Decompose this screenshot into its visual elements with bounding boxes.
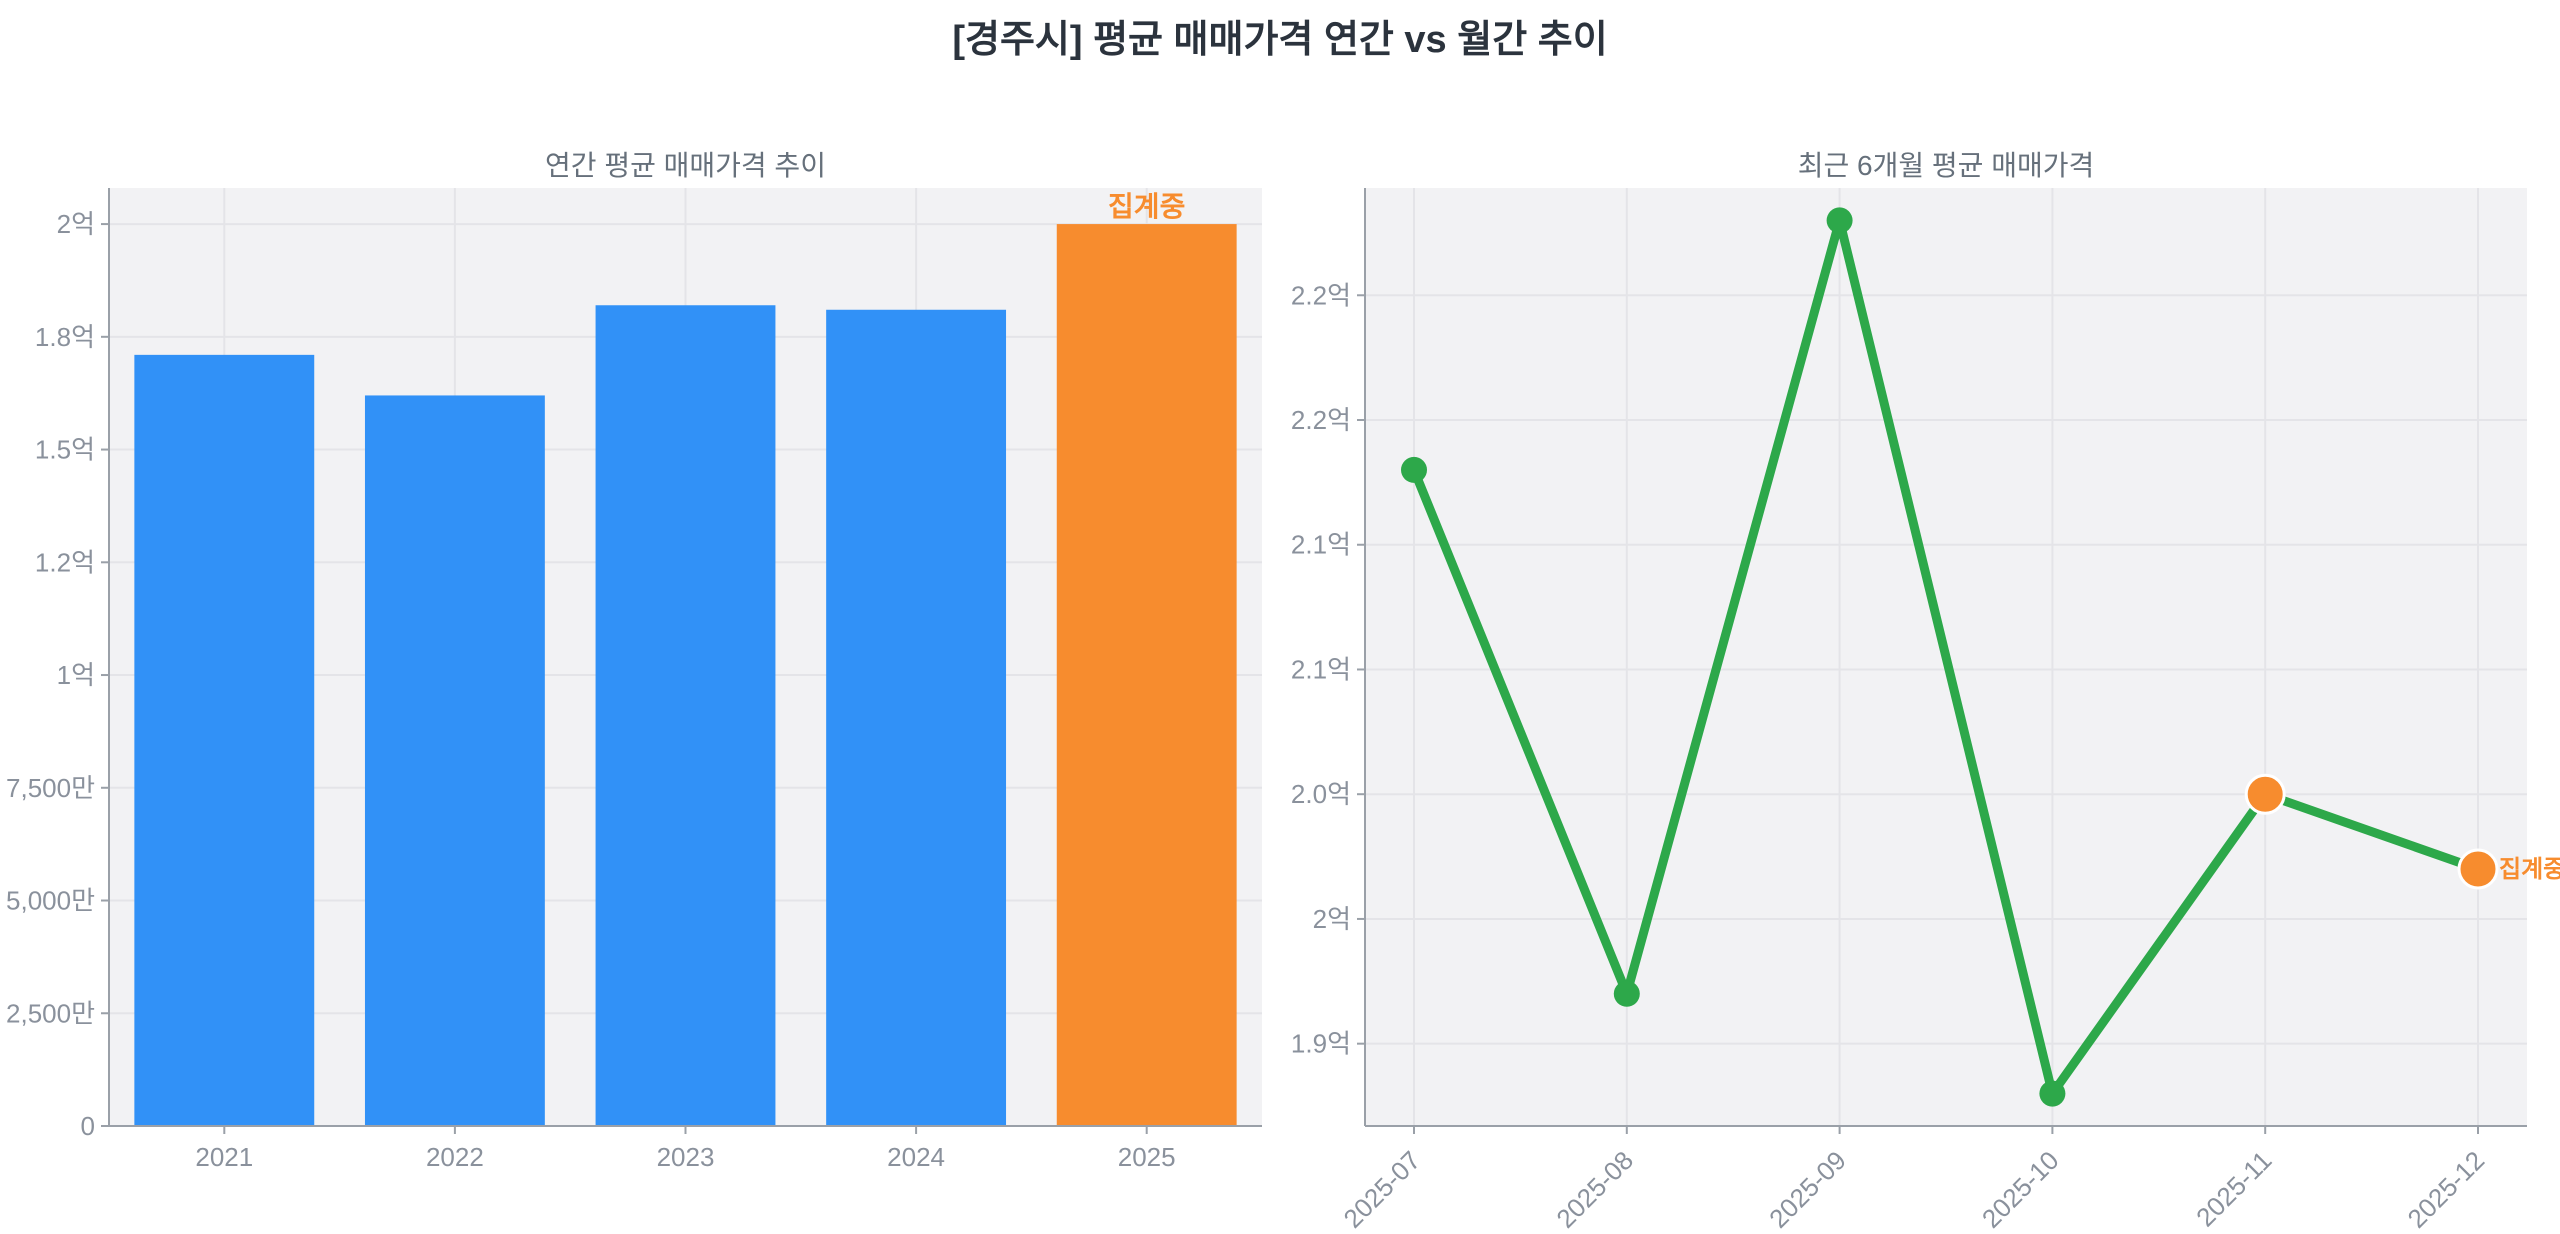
bar-2022[interactable] xyxy=(364,395,545,1126)
bar-2023[interactable] xyxy=(595,305,776,1126)
marker-2025-09[interactable] xyxy=(1826,207,1853,234)
monthly-chart: 1.9억 2억 2.0억 2.1억 2.1억 2.2억 2.2억 2025-07 2025-08… xyxy=(1291,188,2560,1234)
x-tick-label: 2023 xyxy=(657,1142,715,1172)
y-tick-label: 5,000만 xyxy=(6,886,95,916)
annual-chart: 0 2,500만 5,000만 7,500만 1억 1.2억 1.5억 1.8억 2억 2021 2… xyxy=(6,188,1262,1172)
y-tick-label: 2억 xyxy=(1313,904,1351,934)
x-tick-label: 2022 xyxy=(426,1142,484,1172)
x-tick-label: 2025-12 xyxy=(2402,1145,2491,1234)
x-tick-label: 2025 xyxy=(1118,1142,1176,1172)
price-line xyxy=(1409,215,2483,1099)
x-tick-label: 2025-11 xyxy=(2190,1145,2277,1232)
y-tick-label: 2.1억 xyxy=(1291,530,1351,560)
annual-chart-title: 연간 평균 매매가격 추이 xyxy=(545,150,826,181)
y-tick-label: 1억 xyxy=(57,660,95,690)
y-tick-label: 1.8억 xyxy=(35,322,95,352)
y-tick-label: 2.2억 xyxy=(1291,280,1351,310)
x-tick-label: 2021 xyxy=(195,1142,253,1172)
y-tick-label: 1.5억 xyxy=(35,435,95,465)
marker-2025-08[interactable] xyxy=(1613,980,1640,1007)
y-tick-label: 2.0억 xyxy=(1291,779,1351,809)
bar-2024[interactable] xyxy=(826,309,1007,1126)
x-tick-label: 2024 xyxy=(887,1142,945,1172)
x-tick-label: 2025-10 xyxy=(1976,1145,2065,1234)
x-tick-label: 2025-09 xyxy=(1763,1145,1852,1234)
y-tick-label: 2.2억 xyxy=(1291,405,1351,435)
x-tick-label: 2025-07 xyxy=(1338,1145,1427,1234)
y-tick-label: 1.9억 xyxy=(1291,1029,1351,1059)
in-progress-label: 집계중 xyxy=(2499,856,2560,883)
x-tick-label: 2025-08 xyxy=(1550,1145,1639,1234)
y-tick-label: 2.1억 xyxy=(1291,654,1351,684)
in-progress-label: 집계중 xyxy=(1108,191,1185,222)
bar-2025[interactable] xyxy=(1056,224,1237,1127)
page-title: [경주시] 평균 매매가격 연간 vs 월간 추이 xyxy=(952,19,1608,61)
monthly-chart-title: 최근 6개월 평균 매매가격 xyxy=(1797,150,2095,181)
marker-2025-07[interactable] xyxy=(1401,456,1427,483)
y-tick-label: 2억 xyxy=(57,209,95,239)
y-tick-label: 0 xyxy=(81,1111,95,1141)
marker-2025-12[interactable] xyxy=(2457,848,2499,890)
marker-2025-11[interactable] xyxy=(2244,773,2286,815)
bar-2021[interactable] xyxy=(134,354,315,1126)
y-tick-label: 7,500만 xyxy=(6,773,95,803)
y-tick-label: 2,500만 xyxy=(6,998,95,1028)
marker-2025-10[interactable] xyxy=(2039,1080,2066,1107)
y-tick-label: 1.2억 xyxy=(35,547,95,577)
